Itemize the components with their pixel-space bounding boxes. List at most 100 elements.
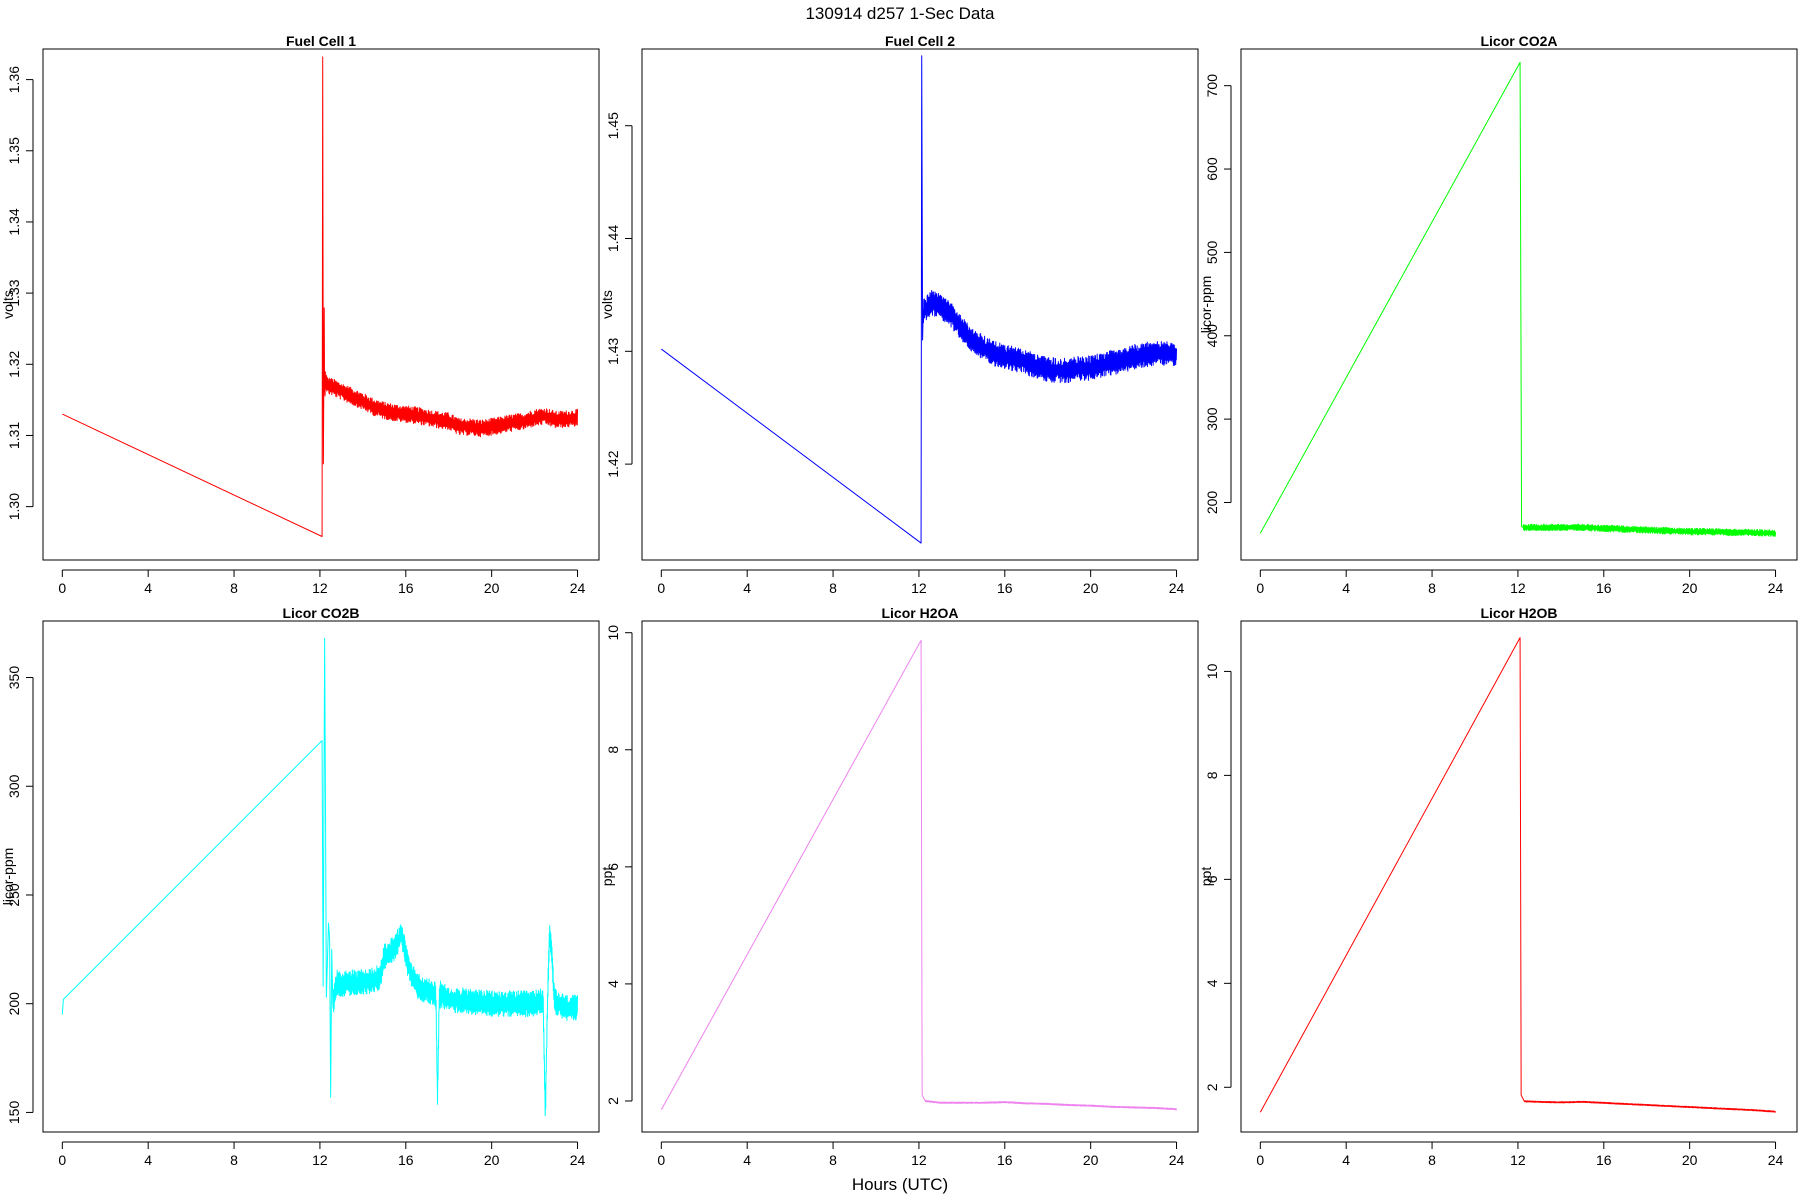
series-line <box>61 637 579 1117</box>
x-tick-label: 12 <box>1510 1152 1526 1168</box>
x-tick-label: 16 <box>1596 1152 1612 1168</box>
x-tick-label: 12 <box>312 580 328 596</box>
y-tick-label: 2 <box>605 1097 621 1105</box>
panel-title: Licor H2OB <box>1480 605 1557 621</box>
panel-title: Fuel Cell 1 <box>286 33 356 49</box>
x-tick-label: 20 <box>484 1152 500 1168</box>
x-tick-label: 20 <box>1083 1152 1099 1168</box>
y-tick-label: 1.36 <box>6 66 22 93</box>
x-tick-label: 12 <box>1510 580 1526 596</box>
y-tick-label: 250 <box>6 883 22 907</box>
x-tick-label: 24 <box>570 580 586 596</box>
y-axis-label: licor-ppm <box>1198 276 1214 334</box>
y-tick-label: 1.42 <box>605 450 621 477</box>
x-axis-label: Hours (UTC) <box>852 1175 948 1194</box>
panel-title: Licor CO2B <box>282 605 359 621</box>
y-axis-label: volts <box>599 290 615 319</box>
y-tick-label: 600 <box>1204 157 1220 181</box>
y-axis-label: licor-ppm <box>0 848 16 906</box>
series-line <box>661 55 1178 544</box>
series-line <box>660 639 1178 1111</box>
x-tick-label: 0 <box>657 580 665 596</box>
x-tick-label: 4 <box>743 1152 751 1168</box>
y-tick-label: 1.33 <box>6 279 22 306</box>
x-tick-label: 8 <box>230 1152 238 1168</box>
x-tick-label: 24 <box>1169 1152 1185 1168</box>
y-tick-label: 1.34 <box>6 208 22 235</box>
x-tick-label: 12 <box>312 1152 328 1168</box>
x-tick-label: 8 <box>1428 1152 1436 1168</box>
plot-frame <box>1240 620 1798 1133</box>
panel-title: Licor H2OA <box>881 605 958 621</box>
x-tick-label: 4 <box>144 580 152 596</box>
chart-panel: Fuel Cell 1 0 4 8 12 16 20 24 1.30 1.31 1.32 1.33 1.… <box>0 33 600 596</box>
plot-frame <box>42 48 600 561</box>
y-tick-label: 700 <box>1204 74 1220 98</box>
y-tick-label: 1.43 <box>605 337 621 364</box>
series-line <box>1259 637 1776 1113</box>
x-tick-label: 0 <box>1256 580 1264 596</box>
x-tick-label: 8 <box>230 580 238 596</box>
x-tick-label: 0 <box>1256 1152 1264 1168</box>
y-tick-label: 400 <box>1204 324 1220 348</box>
x-tick-label: 8 <box>1428 580 1436 596</box>
series-line <box>62 56 579 538</box>
x-tick-label: 16 <box>398 580 414 596</box>
x-tick-label: 20 <box>1682 580 1698 596</box>
y-tick-label: 1.44 <box>605 225 621 252</box>
y-tick-label: 1.35 <box>6 137 22 164</box>
figure-title: 130914 d257 1-Sec Data <box>805 4 995 23</box>
y-axis-label: ppt <box>599 867 615 887</box>
y-tick-label: 4 <box>1204 979 1220 987</box>
y-tick-label: 1.32 <box>6 350 22 377</box>
x-tick-label: 8 <box>829 580 837 596</box>
x-tick-label: 4 <box>144 1152 152 1168</box>
panels: Fuel Cell 10 4 8 12 16 20 241.301.311.321.331.… <box>0 33 1798 1168</box>
y-tick-label: 150 <box>6 1101 22 1125</box>
x-tick-label: 24 <box>570 1152 586 1168</box>
x-tick-label: 12 <box>911 1152 927 1168</box>
x-tick-label: 8 <box>829 1152 837 1168</box>
chart-panel: Fuel Cell 2 0 4 8 12 16 20 24 1.42 1.43 1.44 1.45 vo… <box>599 33 1199 596</box>
y-tick-label: 6 <box>605 863 621 871</box>
plot-frame <box>641 48 1199 561</box>
x-tick-label: 0 <box>657 1152 665 1168</box>
y-tick-label: 6 <box>1204 875 1220 883</box>
panel-title: Fuel Cell 2 <box>885 33 955 49</box>
y-tick-label: 4 <box>605 980 621 988</box>
panel-title: Licor CO2A <box>1480 33 1557 49</box>
y-tick-label: 500 <box>1204 241 1220 265</box>
y-tick-label: 10 <box>605 625 621 641</box>
y-tick-label: 10 <box>1204 663 1220 679</box>
x-tick-label: 24 <box>1169 580 1185 596</box>
x-tick-label: 20 <box>1682 1152 1698 1168</box>
y-tick-label: 300 <box>6 774 22 798</box>
x-tick-label: 16 <box>1596 580 1612 596</box>
y-tick-label: 1.31 <box>6 422 22 449</box>
y-tick-label: 1.45 <box>605 112 621 139</box>
x-tick-label: 16 <box>997 1152 1013 1168</box>
series-line <box>1259 61 1777 537</box>
chart-panel: Licor CO2B 0 4 8 12 16 20 24 150 200 250 300 350 lico… <box>0 605 600 1168</box>
x-tick-label: 16 <box>398 1152 414 1168</box>
x-tick-label: 0 <box>58 580 66 596</box>
x-tick-label: 0 <box>58 1152 66 1168</box>
y-tick-label: 8 <box>1204 771 1220 779</box>
x-tick-label: 4 <box>1342 580 1350 596</box>
y-tick-label: 300 <box>1204 407 1220 431</box>
x-tick-label: 20 <box>484 580 500 596</box>
x-tick-label: 24 <box>1768 580 1784 596</box>
y-axis-label: volts <box>0 290 16 319</box>
x-tick-label: 24 <box>1768 1152 1784 1168</box>
y-tick-label: 2 <box>1204 1083 1220 1091</box>
plot-frame <box>1240 48 1798 561</box>
x-tick-label: 12 <box>911 580 927 596</box>
y-axis-label: ppt <box>1198 867 1214 887</box>
x-tick-label: 16 <box>997 580 1013 596</box>
plot-frame <box>641 620 1199 1133</box>
y-tick-label: 8 <box>605 746 621 754</box>
y-tick-label: 200 <box>1204 491 1220 515</box>
